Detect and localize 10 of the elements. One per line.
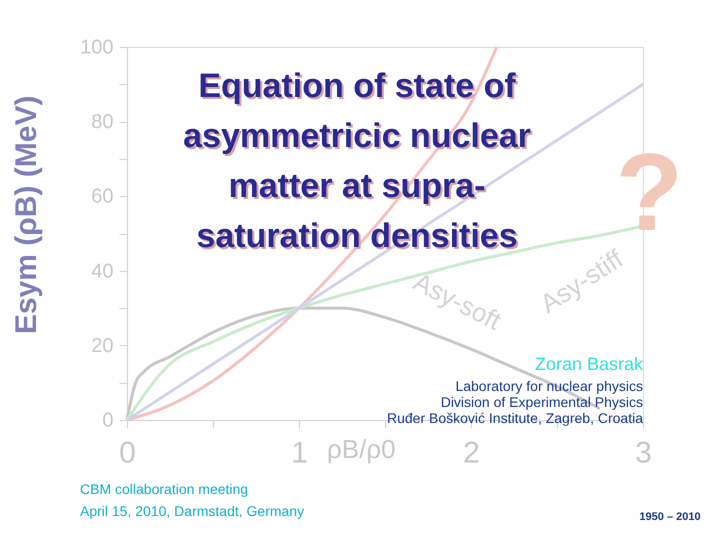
annotation: Laboratory for nuclear physics — [455, 378, 643, 394]
text: April 15, 2010, Darmstadt, Germany — [80, 503, 304, 519]
annotation: ? — [616, 131, 683, 254]
annotation: Ruđer Bošković Institute, Zagreb, Croatia — [386, 410, 644, 426]
chart-title: Equation of state of asymmetricic nuclear matter at supra-saturation densities — [183, 67, 531, 255]
text: CBM collaboration meeting — [80, 481, 248, 497]
text: 1950 – 2010 — [639, 511, 701, 523]
y-axis-title: Esym (ρB) (MeV) — [10, 96, 43, 334]
annotation: Zoran Basrak — [534, 354, 644, 374]
annotation: Division of Experimental Physics — [440, 394, 643, 410]
